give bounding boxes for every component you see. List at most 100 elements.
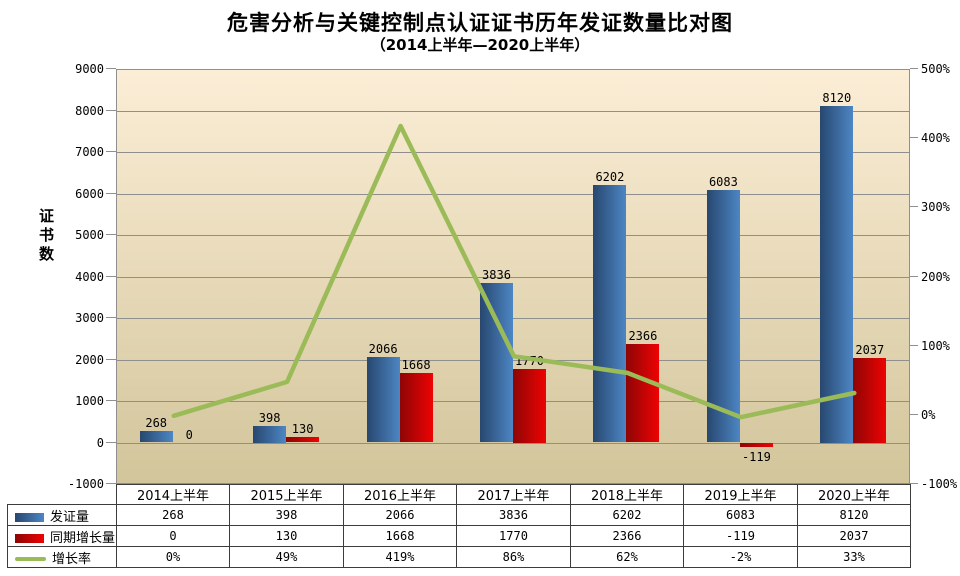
legend-label: 增长率 [52,551,92,567]
bar-value-label: 6202 [595,170,625,185]
bar-issued-1 [253,426,287,443]
category-header-0: 2014上半年 [116,484,230,505]
table-cell-issued-2: 2066 [343,504,457,526]
bar-growth-4 [626,344,660,443]
left-axis-tick-label: 4000 [75,269,104,284]
right-axis-tick-label: 0% [921,407,936,422]
legend-swatch-growth [15,533,44,543]
table-cell-issued-3: 3836 [456,504,571,526]
right-axis-tick [910,483,918,484]
left-axis-tick [106,358,116,360]
bar-value-label: 0 [185,427,193,442]
left-axis-tick [106,400,116,401]
growth-rate-line [171,123,857,420]
bar-issued-3 [480,283,513,443]
left-axis-tick [106,68,116,69]
table-cell-growth-2: 1668 [343,525,457,547]
table-cell-issued-5: 6083 [683,504,798,526]
left-axis-tick-label: 8000 [75,103,104,118]
table-cell-growth-rate-6: 33% [797,546,911,568]
right-axis-tick-label: 100% [921,338,950,353]
right-axis-tick [910,275,918,277]
data-table: 2014上半年 2015上半年 2016上半年 2017上半年 2018上半年 2019上… [7,484,911,568]
bar-value-label: 398 [258,411,281,425]
bar-value-label: 1668 [401,358,431,373]
left-axis-tick [106,441,116,443]
bar-issued-6 [820,105,854,443]
table-cell-growth-5: -119 [683,525,798,547]
left-axis-tick [106,109,116,111]
left-axis-tick-label: 5000 [75,228,104,242]
right-axis-tick [910,68,918,69]
right-axis-tick [910,344,918,346]
right-axis-tick-label: 500% [921,62,950,76]
gridline [117,110,909,112]
right-axis-tick-label: 300% [921,200,950,215]
right-axis-tick-label: 400% [921,131,950,146]
left-axis-tick [106,151,116,152]
bar-value-label: 2366 [628,329,658,344]
category-header-6: 2020上半年 [797,484,911,505]
bar-issued-0 [139,431,173,443]
table-cell-growth-rate-2: 419% [343,546,457,568]
gridline [117,152,909,153]
left-axis-tick [106,483,116,484]
gridline [117,442,909,444]
bar-value-label: 130 [291,422,314,437]
table-cell-growth-rate-1: 49% [229,546,344,568]
bar-value-label: 8120 [822,90,852,105]
left-axis-tick [106,234,116,235]
table-cell-growth-rate-4: 62% [570,546,684,568]
legend-label: 同期增长量 [50,530,116,546]
category-header-2: 2016上半年 [343,484,457,505]
right-axis-tick-label: 200% [921,269,950,284]
table-cell-growth-0: 0 [116,525,230,547]
bar-value-label: 2037 [855,343,885,357]
chart-title: 危害分析与关键控制点认证证书历年发证数量比对图 [227,11,733,35]
bar-value-label: 268 [145,416,168,431]
plot-area [116,69,910,484]
gridline [117,193,909,195]
left-axis-tick-label: 7000 [75,145,104,159]
gridline [117,318,909,319]
right-axis-tick [910,413,918,415]
bar-growth-1 [286,437,320,443]
table-cell-issued-6: 8120 [797,504,911,526]
left-axis-tick-label: 6000 [75,186,104,201]
bar-growth-6 [853,358,887,443]
left-axis-tick-label: 0 [96,435,104,450]
left-axis-tick [106,317,116,318]
chart-subtitle: （2014上半年—2020上半年） [370,36,590,54]
bar-growth-5 [739,442,773,448]
bar-value-label: 2066 [368,341,398,356]
gridline [117,235,909,236]
left-axis-tick-label: 2000 [75,352,104,367]
bar-growth-2 [399,373,433,443]
bar-value-label: 6083 [708,175,738,190]
legend-label: 发证量 [50,509,90,525]
legend-item-issued: 发证量 [7,504,117,526]
left-axis-tick-label: 1000 [75,394,104,408]
left-axis-tick-label: 9000 [75,62,104,76]
table-cell-growth-rate-3: 86% [456,546,571,568]
right-axis-tick [910,206,918,208]
table-cell-growth-1: 130 [229,525,344,547]
table-cell-growth-rate-0: 0% [116,546,230,568]
left-axis-tick-label: -1000 [67,477,104,491]
bar-growth-3 [513,369,546,443]
legend-swatch-growth-rate [15,557,46,561]
gridline [117,359,909,361]
growth-rate-line-layer [171,123,857,420]
left-axis-title: 证书数 [38,207,54,263]
left-axis-tick [106,275,116,277]
category-header-4: 2018上半年 [570,484,684,505]
bar-issued-5 [706,190,740,443]
left-axis-tick [106,192,116,194]
category-header-5: 2019上半年 [683,484,798,505]
left-axis-tick-label: 3000 [75,311,104,325]
category-header-1: 2015上半年 [229,484,344,505]
legend-item-growth-rate: 增长率 [7,546,117,568]
table-cell-growth-6: 2037 [797,525,911,547]
table-cell-issued-1: 398 [229,504,344,526]
